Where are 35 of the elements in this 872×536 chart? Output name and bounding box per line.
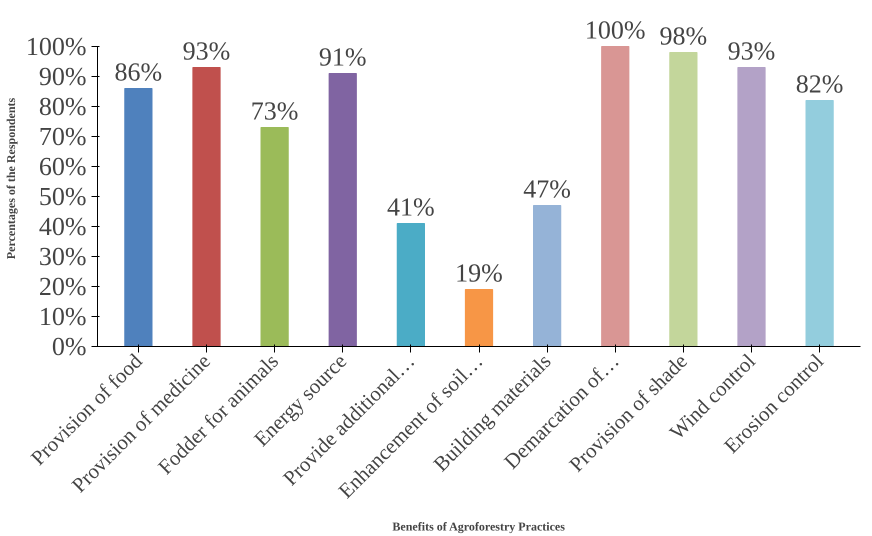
data-label: 41% xyxy=(387,192,435,222)
bar xyxy=(260,127,289,346)
y-tick-label: 10% xyxy=(38,302,87,331)
data-label: 93% xyxy=(182,36,230,66)
y-tick-label: 0% xyxy=(52,332,87,361)
bar xyxy=(601,46,630,346)
bar xyxy=(464,289,494,346)
bar xyxy=(124,88,152,346)
bar xyxy=(192,67,221,346)
data-label: 82% xyxy=(796,70,844,98)
data-label: 47% xyxy=(523,174,571,204)
data-label: 93% xyxy=(728,36,776,66)
y-tick-label: 50% xyxy=(38,182,87,211)
data-label: 91% xyxy=(318,42,367,72)
y-tick-label: 40% xyxy=(38,212,87,241)
data-label: 98% xyxy=(660,22,708,50)
y-axis-title: Percentages of the Respondents xyxy=(4,97,18,260)
y-tick-label: 80% xyxy=(38,92,87,121)
y-tick-label: 100% xyxy=(26,32,87,61)
y-tick-label: 20% xyxy=(38,272,87,301)
bar xyxy=(669,52,698,346)
bar xyxy=(737,67,766,346)
y-tick-label: 60% xyxy=(38,152,87,181)
y-tick-label: 70% xyxy=(38,122,87,151)
bar xyxy=(328,73,357,346)
bar xyxy=(806,100,834,346)
data-label: 86% xyxy=(114,58,162,86)
bar xyxy=(533,205,562,346)
bar xyxy=(396,223,425,346)
data-label: 100% xyxy=(584,16,646,44)
x-axis-title: Benefits of Agroforestry Practices xyxy=(392,519,566,534)
y-tick-label: 90% xyxy=(38,62,87,91)
y-tick-label: 30% xyxy=(38,242,87,271)
data-label: 19% xyxy=(455,258,503,288)
data-label: 73% xyxy=(250,96,298,126)
